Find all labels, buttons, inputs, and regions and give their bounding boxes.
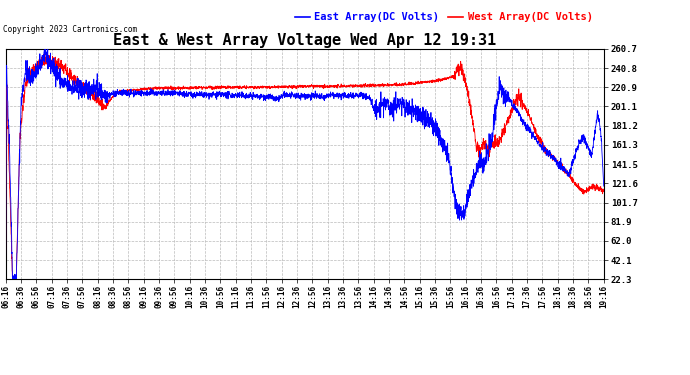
Legend: East Array(DC Volts), West Array(DC Volts): East Array(DC Volts), West Array(DC Volt… — [295, 12, 593, 22]
Text: Copyright 2023 Cartronics.com: Copyright 2023 Cartronics.com — [3, 25, 137, 34]
Title: East & West Array Voltage Wed Apr 12 19:31: East & West Array Voltage Wed Apr 12 19:… — [113, 33, 496, 48]
